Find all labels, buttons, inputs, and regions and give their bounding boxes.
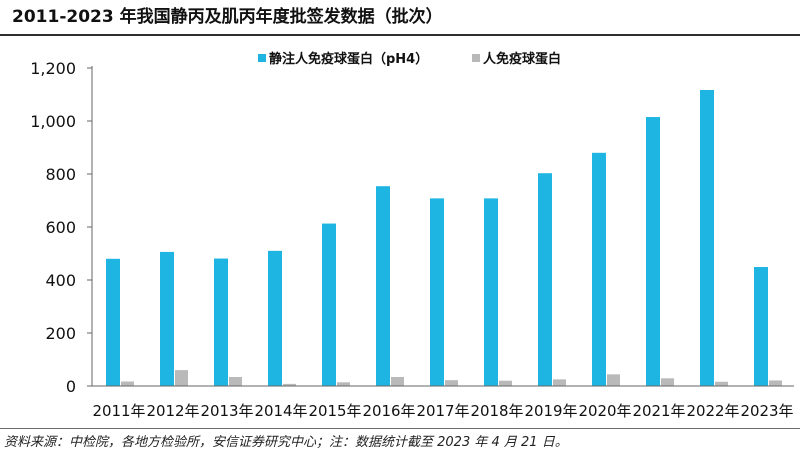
bar-series1 bbox=[592, 152, 606, 386]
bar-series2 bbox=[229, 376, 242, 386]
legend-label-series2: 人免疫球蛋白 bbox=[483, 51, 561, 67]
x-tick-label: 2016年 bbox=[363, 402, 416, 420]
bar-series1 bbox=[106, 258, 120, 386]
y-tick-label: 200 bbox=[45, 324, 76, 343]
bar-series1 bbox=[430, 198, 444, 386]
x-tick-label: 2013年 bbox=[201, 402, 254, 420]
x-tick-label: 2022年 bbox=[687, 402, 740, 420]
x-tick-label: 2020年 bbox=[579, 402, 632, 420]
bar-series1 bbox=[754, 267, 768, 386]
y-tick-label: 1,200 bbox=[30, 59, 76, 78]
x-axis: 2011年 2012年 2013年 2014年 2015年 2016年 2017年 2018年… bbox=[92, 385, 794, 420]
legend-swatch-series1 bbox=[258, 54, 266, 62]
x-tick-label: 2015年 bbox=[309, 402, 362, 420]
x-tick-label: 2023年 bbox=[741, 402, 794, 420]
chart-area: 0 200 400 600 800 1,000 1,200 2011年 2012年 2013年 2… bbox=[0, 36, 800, 424]
bar-series2 bbox=[553, 379, 566, 386]
bar-series2 bbox=[337, 382, 350, 386]
footer-divider bbox=[0, 428, 800, 429]
bar-series2 bbox=[661, 378, 674, 386]
chart-title: 2011-2023 年我国静丙及肌丙年度批签发数据（批次） bbox=[12, 7, 443, 27]
bar-series1 bbox=[700, 89, 714, 386]
bar-series2 bbox=[607, 374, 620, 386]
legend: 静注人免疫球蛋白（pH4） 人免疫球蛋白 bbox=[258, 51, 561, 67]
y-axis: 0 200 400 600 800 1,000 1,200 bbox=[30, 59, 93, 396]
x-tick-label: 2011年 bbox=[93, 402, 146, 420]
source-note: 资料来源：中检院，各地方检验所，安信证券研究中心；注：数据统计截至 2023 年… bbox=[4, 435, 568, 450]
bar-series1 bbox=[646, 117, 660, 387]
legend-label-series1: 静注人免疫球蛋白（pH4） bbox=[269, 51, 428, 67]
bar-series2 bbox=[121, 381, 134, 386]
x-tick-label: 2018年 bbox=[471, 402, 524, 420]
bar-series2 bbox=[283, 383, 296, 386]
legend-swatch-series2 bbox=[472, 54, 480, 62]
y-tick-label: 800 bbox=[45, 165, 76, 184]
bar-series2 bbox=[769, 380, 782, 386]
x-tick-label: 2017年 bbox=[417, 402, 470, 420]
bar-series1 bbox=[538, 173, 552, 386]
bar-series1 bbox=[376, 186, 390, 386]
x-tick-label: 2021年 bbox=[633, 402, 686, 420]
x-tick-label: 2012年 bbox=[147, 402, 200, 420]
bar-series2 bbox=[175, 370, 188, 386]
x-tick-label: 2014年 bbox=[255, 402, 308, 420]
y-tick-label: 400 bbox=[45, 271, 76, 290]
title-divider bbox=[0, 34, 800, 36]
y-tick-label: 0 bbox=[66, 377, 76, 396]
bar-series1 bbox=[160, 251, 174, 386]
bar-series1 bbox=[322, 223, 336, 386]
x-tick-label: 2019年 bbox=[525, 402, 578, 420]
y-tick-label: 1,000 bbox=[30, 112, 76, 131]
bar-series1 bbox=[484, 198, 498, 386]
bar-series2 bbox=[715, 381, 728, 386]
y-tick-label: 600 bbox=[45, 218, 76, 237]
bar-series2 bbox=[499, 380, 512, 386]
bar-series1 bbox=[214, 258, 228, 386]
bar-series2 bbox=[445, 380, 458, 386]
bar-series2 bbox=[391, 376, 404, 386]
bars bbox=[106, 89, 782, 387]
bar-series1 bbox=[268, 250, 282, 386]
